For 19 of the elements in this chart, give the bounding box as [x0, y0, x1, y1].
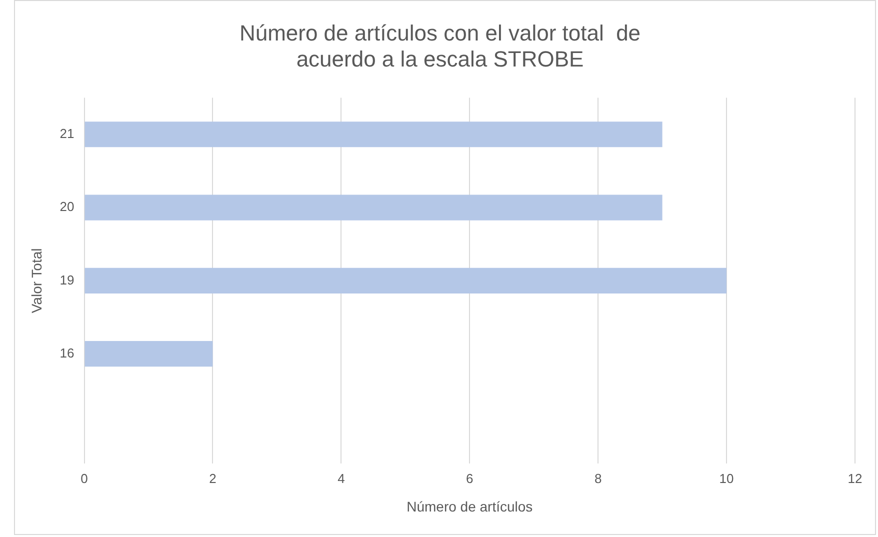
x-tick-label: 8 [594, 470, 602, 486]
text: acuerdo a la escala STROBE [296, 46, 584, 72]
x-tick-label: 2 [209, 470, 216, 486]
y-tick-label: 20 [60, 199, 74, 214]
x-tick-label: 0 [80, 470, 88, 486]
bar [84, 194, 662, 220]
x-axis-title: Número de artículos [406, 498, 533, 514]
x-tick-label: 12 [848, 470, 862, 486]
bar [84, 341, 213, 367]
x-tick-label: 6 [466, 470, 474, 486]
text: Número de artículos con el valor total de [239, 20, 641, 46]
bar [84, 122, 662, 148]
y-axis-title: Valor Total [28, 248, 44, 314]
x-tick-label: 10 [719, 470, 734, 486]
y-tick-label: 16 [60, 345, 74, 360]
x-tick-label: 4 [338, 470, 345, 486]
y-tick-label: 19 [60, 272, 74, 288]
bar [84, 268, 727, 294]
y-tick-label: 21 [60, 126, 74, 141]
